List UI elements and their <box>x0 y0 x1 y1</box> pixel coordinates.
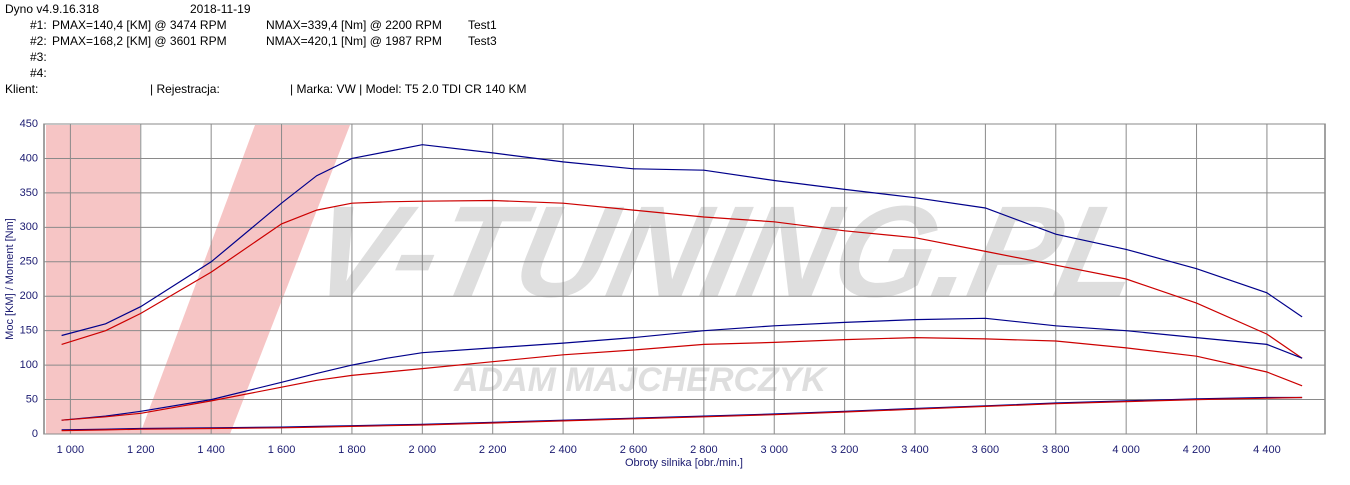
x-tick-label: 2 400 <box>549 444 577 456</box>
x-tick-label: 1 000 <box>57 444 85 456</box>
x-tick-label: 2 800 <box>690 444 718 456</box>
app-version: Dyno v4.9.16.318 <box>5 2 99 16</box>
x-tick-label: 3 400 <box>901 444 929 456</box>
y-axis-label: Moc [KM] / Moment [Nm] <box>4 218 16 340</box>
run-id: #2: <box>30 34 47 48</box>
x-tick-label: 3 200 <box>831 444 859 456</box>
run-test: Test1 <box>468 18 497 32</box>
y-tick-label: 0 <box>32 428 38 440</box>
client-label: Klient: <box>5 82 38 96</box>
y-tick-label: 200 <box>20 290 38 302</box>
y-tick-label: 350 <box>20 187 38 199</box>
x-tick-label: 3 000 <box>760 444 788 456</box>
x-tick-label: 4 200 <box>1183 444 1211 456</box>
run-pmax: PMAX=168,2 [KM] @ 3601 RPM <box>52 34 227 48</box>
x-tick-label: 2 000 <box>409 444 437 456</box>
x-tick-label: 2 600 <box>620 444 648 456</box>
y-tick-label: 100 <box>20 359 38 371</box>
y-tick-label: 300 <box>20 221 38 233</box>
x-tick-label: 3 600 <box>972 444 1000 456</box>
run-nmax: NMAX=339,4 [Nm] @ 2200 RPM <box>266 18 442 32</box>
run-id: #3: <box>30 50 47 64</box>
y-tick-label: 150 <box>20 325 38 337</box>
registration-label: | Rejestracja: <box>150 82 220 96</box>
data-line <box>61 396 1303 431</box>
x-tick-label: 1 600 <box>268 444 296 456</box>
make-model: | Marka: VW | Model: T5 2.0 TDI CR 140 K… <box>290 82 527 96</box>
watermark-text: V-TUNING.PL <box>298 179 1155 324</box>
y-tick-label: 400 <box>20 152 38 164</box>
y-tick-label: 250 <box>20 256 38 268</box>
data-line <box>61 336 1303 421</box>
run-id: #4: <box>30 66 47 80</box>
x-axis-label: Obroty silnika [obr./min.] <box>625 457 743 469</box>
run-test: Test3 <box>468 34 497 48</box>
x-tick-label: 4 400 <box>1253 444 1281 456</box>
data-line <box>61 199 1303 359</box>
watermark-shape <box>140 125 350 434</box>
watermark-shape <box>46 125 140 434</box>
data-line <box>61 144 1303 337</box>
watermark-subtext: ADAM MAJCHERCZYK <box>453 361 829 399</box>
x-tick-label: 3 800 <box>1042 444 1070 456</box>
x-tick-label: 1 800 <box>338 444 366 456</box>
x-tick-label: 1 400 <box>197 444 225 456</box>
x-tick-label: 1 200 <box>127 444 155 456</box>
run-id: #1: <box>30 18 47 32</box>
data-line <box>61 317 1303 421</box>
run-pmax: PMAX=140,4 [KM] @ 3474 RPM <box>52 18 227 32</box>
data-line <box>61 396 1303 432</box>
x-tick-label: 4 000 <box>1112 444 1140 456</box>
y-tick-label: 450 <box>20 118 38 130</box>
x-tick-label: 2 200 <box>479 444 507 456</box>
run-nmax: NMAX=420,1 [Nm] @ 1987 RPM <box>266 34 442 48</box>
y-tick-label: 50 <box>26 393 38 405</box>
date: 2018-11-19 <box>190 2 251 16</box>
